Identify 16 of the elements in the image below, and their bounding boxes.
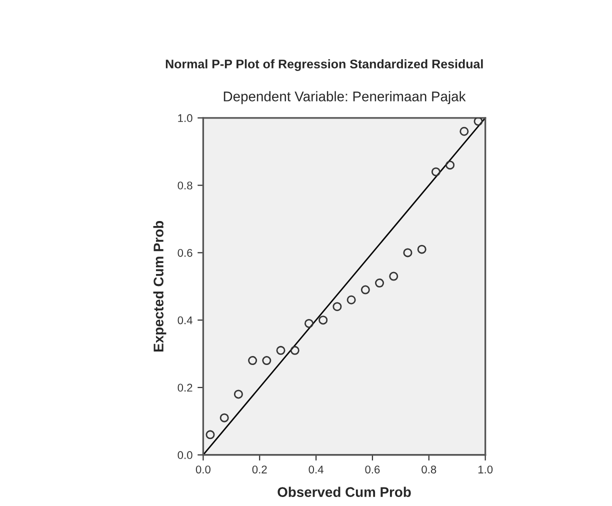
y-tick-label: 0.0 — [178, 451, 192, 460]
x-tick-label: 0.8 — [422, 466, 436, 474]
y-tick-label: 0.4 — [178, 316, 192, 324]
y-tick-label: 1.0 — [178, 114, 192, 122]
x-tick-label: 0.0 — [196, 466, 210, 474]
y-tick-label: 0.6 — [178, 248, 192, 257]
y-tick-label: 0.8 — [178, 182, 192, 190]
x-axis-title: Observed Cum Prob — [278, 486, 411, 497]
y-axis-title: Expected Cum Prob — [153, 220, 166, 352]
x-tick-label: 0.6 — [365, 466, 380, 474]
x-tick-label: 1.0 — [478, 466, 493, 474]
y-tick-label: 0.2 — [178, 384, 192, 392]
chart-title: Normal P-P Plot of Regression Standardized Residual — [166, 59, 483, 71]
x-tick-label: 0.2 — [252, 466, 267, 474]
chart-subtitle: Dependent Variable: Penerimaan Pajak — [224, 91, 466, 104]
x-tick-label: 0.4 — [308, 466, 324, 474]
